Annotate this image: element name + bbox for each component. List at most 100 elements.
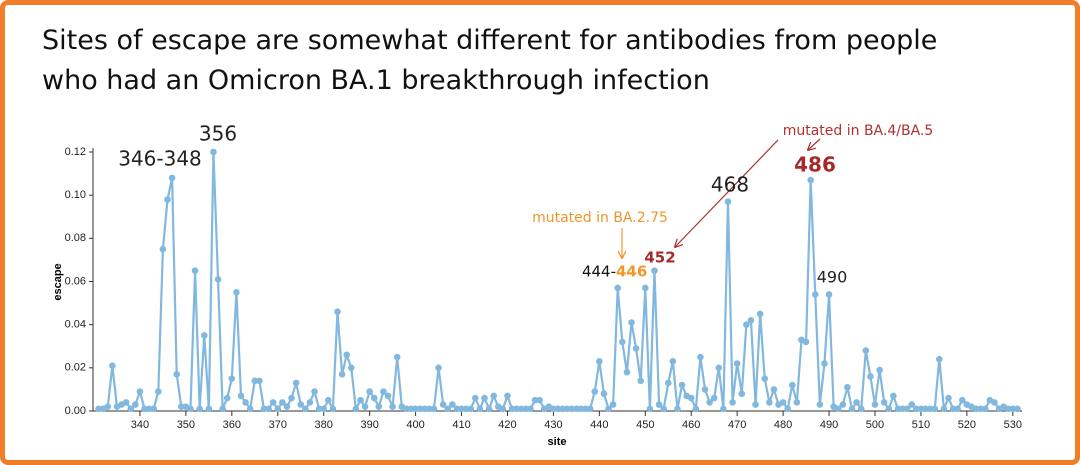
point <box>862 347 870 354</box>
point <box>329 405 337 413</box>
point <box>807 176 814 184</box>
annotation: 446 <box>616 263 647 281</box>
arrow <box>675 139 779 247</box>
point <box>393 353 401 361</box>
point <box>867 373 874 380</box>
point <box>228 375 236 382</box>
point <box>853 399 860 406</box>
x-tick-label: 340 <box>131 419 149 431</box>
point <box>467 405 475 413</box>
point <box>536 396 543 404</box>
point <box>173 371 180 378</box>
x-tick-label: 480 <box>774 419 792 431</box>
x-tick-label: 350 <box>177 419 195 431</box>
point <box>527 405 534 413</box>
point <box>412 405 419 413</box>
point <box>664 379 672 387</box>
point <box>857 405 865 413</box>
point <box>499 405 507 413</box>
point <box>458 405 465 413</box>
point <box>614 284 622 292</box>
point <box>334 308 341 316</box>
y-axis-label: escape <box>52 263 64 300</box>
point <box>155 388 162 395</box>
point <box>485 405 493 413</box>
point <box>444 405 452 413</box>
point <box>563 405 571 413</box>
annotation: 356 <box>199 122 237 146</box>
point <box>600 390 608 398</box>
point <box>733 360 741 367</box>
point <box>936 355 943 363</box>
point <box>265 405 272 413</box>
point <box>761 375 769 382</box>
point <box>844 383 851 391</box>
point <box>674 405 681 413</box>
point <box>531 396 539 404</box>
point <box>784 405 792 413</box>
point <box>361 403 369 410</box>
x-tick-label: 390 <box>360 419 378 431</box>
point <box>407 405 415 413</box>
y-tick-label: 0.04 <box>65 319 86 331</box>
point <box>697 353 704 361</box>
point <box>926 405 934 413</box>
annotation: 486 <box>794 153 836 177</box>
annotation: 490 <box>817 268 848 287</box>
point <box>623 368 631 376</box>
point <box>223 394 231 402</box>
point <box>1009 405 1017 413</box>
point <box>375 403 383 410</box>
point <box>187 405 194 413</box>
point <box>242 399 249 406</box>
y-tick-label: 0.12 <box>65 146 86 158</box>
point <box>283 403 291 410</box>
point <box>200 332 208 339</box>
x-tick-label: 380 <box>315 419 333 431</box>
point <box>752 401 759 408</box>
point <box>651 267 658 275</box>
x-tick-label: 400 <box>406 419 424 431</box>
point <box>715 364 723 372</box>
point <box>628 319 635 326</box>
point <box>251 377 259 385</box>
x-tick-label: 490 <box>820 419 838 431</box>
point <box>370 394 378 402</box>
point <box>903 405 911 413</box>
point <box>302 405 309 413</box>
point <box>747 317 755 324</box>
x-tick-label: 460 <box>682 419 700 431</box>
point <box>439 401 447 408</box>
point <box>779 399 787 406</box>
point <box>214 276 222 283</box>
point <box>605 405 612 413</box>
point <box>95 405 102 413</box>
point <box>122 399 130 406</box>
point <box>384 392 392 400</box>
point <box>913 405 920 413</box>
point <box>306 399 314 406</box>
point <box>550 405 557 413</box>
point <box>839 401 847 408</box>
point <box>977 405 984 413</box>
point <box>136 388 144 395</box>
x-tick-label: 410 <box>452 419 470 431</box>
x-tick-label: 450 <box>636 419 654 431</box>
point <box>660 405 667 413</box>
point <box>430 405 438 413</box>
point <box>416 405 424 413</box>
annotation: 468 <box>711 173 749 197</box>
point <box>770 386 778 393</box>
point <box>150 405 158 413</box>
point <box>738 390 746 398</box>
x-tick-label: 430 <box>544 419 562 431</box>
point <box>435 364 442 372</box>
point <box>472 394 479 402</box>
point <box>876 366 883 374</box>
point <box>449 401 456 408</box>
point <box>274 405 282 413</box>
point <box>462 405 470 413</box>
point <box>894 405 902 413</box>
point <box>922 405 929 413</box>
point <box>609 401 617 408</box>
